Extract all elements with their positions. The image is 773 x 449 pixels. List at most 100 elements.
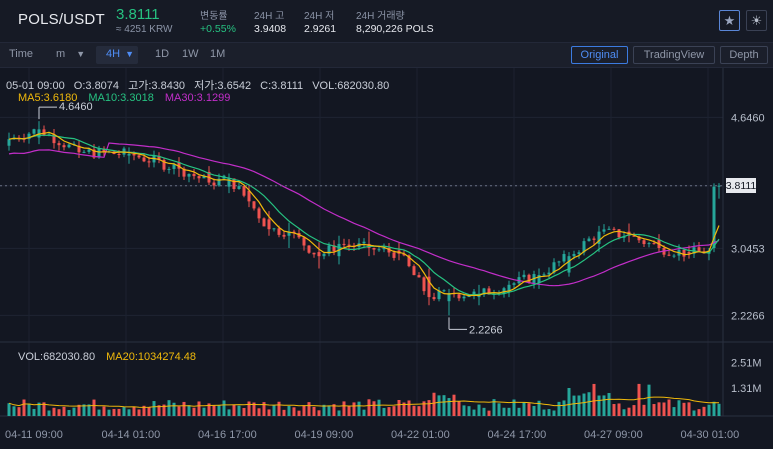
chart-area[interactable]: 4.6460 2.2266 4.6460 3.0453 2.2266 2.51M 1.31M… bbox=[0, 68, 773, 449]
candle-body bbox=[382, 247, 386, 250]
candle-body bbox=[217, 178, 221, 186]
time-label[interactable]: Time bbox=[9, 48, 34, 60]
candle-body bbox=[132, 153, 136, 156]
candle-body bbox=[682, 249, 686, 257]
sun-icon[interactable]: ☀ bbox=[746, 10, 767, 31]
candle-body bbox=[417, 275, 421, 278]
candle-body bbox=[602, 229, 606, 232]
volume-bar bbox=[77, 404, 81, 416]
volume-bar bbox=[667, 399, 671, 416]
volume-bar bbox=[72, 407, 76, 416]
interval-1m-button[interactable]: 1M bbox=[210, 48, 226, 60]
ma10-line bbox=[8, 134, 720, 296]
volume-bar bbox=[127, 409, 131, 416]
volume-bar bbox=[517, 407, 521, 416]
volume-bar bbox=[507, 407, 511, 416]
volume-bar bbox=[442, 395, 446, 416]
volume-bar bbox=[117, 408, 121, 416]
volume-bar bbox=[537, 400, 541, 416]
volume-bar bbox=[502, 407, 506, 416]
volume-bar bbox=[542, 409, 546, 416]
candle-body bbox=[172, 164, 176, 169]
candle-body bbox=[127, 153, 131, 156]
volume-bar bbox=[87, 404, 91, 416]
interval-1w-button[interactable]: 1W bbox=[182, 48, 199, 60]
volume-bar bbox=[122, 406, 126, 416]
candle-body bbox=[587, 238, 591, 242]
candle-body bbox=[62, 145, 66, 148]
volume-bar bbox=[612, 404, 616, 416]
candle-body bbox=[97, 148, 101, 158]
volume-bar bbox=[597, 395, 601, 416]
time-axis-label: 04-16 17:00 bbox=[198, 429, 257, 441]
volume-bar bbox=[267, 409, 271, 416]
volume-bar bbox=[162, 404, 166, 416]
volume-bar bbox=[422, 401, 426, 416]
candle-body bbox=[717, 185, 721, 187]
volume-bar bbox=[367, 399, 371, 416]
current-price-tag: 3.8111 bbox=[725, 178, 757, 193]
candle-body bbox=[142, 157, 146, 162]
candle-body bbox=[22, 138, 26, 140]
volume-bar bbox=[397, 400, 401, 416]
volume-bar bbox=[37, 402, 41, 416]
volume-bar bbox=[7, 403, 11, 416]
candle-body bbox=[137, 155, 141, 158]
candle-body bbox=[267, 219, 271, 230]
volume-bar bbox=[587, 392, 591, 416]
volume-legend-ma20: MA20:1034274.48 bbox=[106, 351, 197, 363]
volume-bar bbox=[602, 395, 606, 416]
candle-body bbox=[527, 274, 531, 284]
volume-bar bbox=[17, 407, 21, 416]
volume-bar bbox=[32, 408, 36, 416]
candle-body bbox=[227, 178, 231, 187]
volume-bar bbox=[402, 402, 406, 416]
volume-bar bbox=[27, 403, 31, 416]
view-tradingview-button[interactable]: TradingView bbox=[633, 46, 715, 64]
candle-body bbox=[577, 252, 581, 254]
candle-body bbox=[612, 228, 616, 230]
volume-bar bbox=[482, 407, 486, 416]
volume-bar bbox=[52, 407, 56, 416]
candlestick-chart[interactable]: 4.6460 2.2266 4.6460 3.0453 2.2266 2.51M 1.31M… bbox=[0, 68, 773, 449]
interval-1d-button[interactable]: 1D bbox=[155, 48, 170, 60]
candle-body bbox=[557, 261, 561, 263]
candle-body bbox=[457, 294, 461, 299]
candle-body bbox=[467, 296, 471, 298]
volume-bar bbox=[647, 384, 651, 416]
candle-body bbox=[567, 256, 571, 273]
view-depth-button[interactable]: Depth bbox=[720, 46, 768, 64]
interval-4h-button[interactable] bbox=[96, 46, 138, 64]
volume-bar bbox=[327, 405, 331, 416]
minute-select[interactable]: m ▼ bbox=[56, 48, 85, 60]
legend-ma10: MA10:3.3018 bbox=[88, 92, 154, 104]
volume-bar bbox=[382, 407, 386, 416]
volume-axis-label: 1.31M bbox=[731, 383, 762, 395]
volume-bar bbox=[522, 402, 526, 416]
legend-low: 저가:3.6542 bbox=[194, 80, 252, 92]
view-original-button[interactable]: Original bbox=[571, 46, 628, 64]
volume-bar bbox=[282, 409, 286, 416]
star-icon[interactable]: ★ bbox=[719, 10, 740, 31]
candle-body bbox=[462, 296, 466, 299]
volume-bar bbox=[277, 401, 281, 416]
candle-body bbox=[592, 238, 596, 240]
pair-title[interactable]: POLS/USDT bbox=[18, 11, 105, 28]
candle-body bbox=[642, 240, 646, 245]
volume-bar bbox=[132, 406, 136, 416]
high-value: 3.9408 bbox=[254, 23, 287, 35]
candle-body bbox=[157, 155, 161, 160]
candle-body bbox=[317, 252, 321, 257]
volume-bar bbox=[472, 409, 476, 416]
volume-bar bbox=[362, 409, 366, 416]
volume-bar bbox=[137, 409, 141, 416]
candle-body bbox=[502, 288, 506, 294]
candle-body bbox=[537, 275, 541, 284]
candle-body bbox=[7, 139, 11, 146]
candle-body bbox=[597, 231, 601, 244]
change-value: +0.55% bbox=[200, 23, 236, 35]
volume-bar bbox=[207, 403, 211, 416]
candle-body bbox=[697, 247, 701, 252]
volume-bar bbox=[92, 399, 96, 416]
candle-body bbox=[307, 245, 311, 253]
